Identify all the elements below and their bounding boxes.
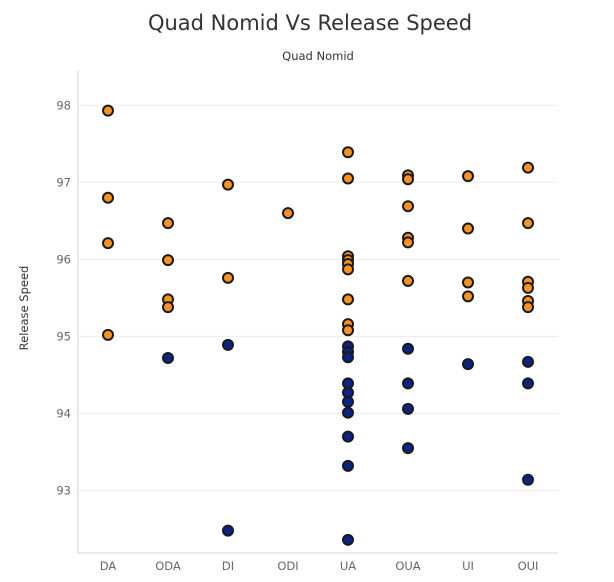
orange-data-point: [102, 104, 114, 117]
navy-data-point: [522, 377, 534, 390]
y-tick-labels: 93 94 95 96 97 98: [56, 98, 71, 497]
y-axis-label: Release Speed: [17, 266, 31, 351]
orange-data-point: [522, 161, 534, 174]
chart-title: Quad Nomid Vs Release Speed: [148, 11, 472, 35]
orange-data-point: [522, 301, 534, 314]
x-tick-label: OUI: [518, 559, 539, 573]
navy-data-point: [342, 533, 354, 546]
orange-data-point: [222, 271, 234, 284]
x-tick-label: DA: [100, 559, 117, 573]
orange-data-point: [162, 254, 174, 267]
navy-data-point: [522, 355, 534, 368]
x-tick-label: OUA: [395, 559, 420, 573]
y-tick-label: 98: [56, 98, 71, 112]
orange-data-point: [342, 263, 354, 276]
navy-data-point: [342, 459, 354, 472]
navy-data-point: [402, 442, 414, 455]
orange-data-point: [462, 222, 474, 235]
navy-data-point: [462, 358, 474, 371]
y-tick-label: 96: [56, 252, 71, 266]
x-tick-label: DI: [222, 559, 234, 573]
x-tick-label: UA: [340, 559, 356, 573]
orange-data-point: [462, 290, 474, 303]
orange-data-point: [162, 217, 174, 230]
orange-data-point: [342, 146, 354, 159]
y-tick-label: 94: [56, 406, 71, 420]
orange-data-point: [402, 200, 414, 213]
orange-data-point: [282, 207, 294, 220]
navy-data-point: [522, 473, 534, 486]
orange-data-point: [102, 191, 114, 204]
navy-data-point: [402, 377, 414, 390]
x-tick-labels: DA ODA DI ODI UA OUA UI OUI: [100, 559, 539, 573]
y-tick-label: 95: [56, 329, 71, 343]
navy-data-point: [402, 342, 414, 355]
grid-lines: [77, 70, 558, 554]
orange-data-point: [102, 328, 114, 341]
navy-data-point: [222, 524, 234, 537]
orange-data-point: [402, 236, 414, 249]
orange-data-point: [522, 281, 534, 294]
orange-data-point: [402, 274, 414, 287]
navy-data-point: [222, 338, 234, 351]
orange-data-point: [462, 276, 474, 289]
navy-data-point: [342, 430, 354, 443]
x-tick-label: ODI: [277, 559, 298, 573]
navy-data-point: [402, 402, 414, 415]
orange-data-point: [342, 172, 354, 185]
navy-data-point: [162, 351, 174, 364]
navy-data-point: [342, 406, 354, 419]
navy-data-point: [342, 351, 354, 364]
x-tick-label: UI: [462, 559, 474, 573]
orange-data-point: [342, 293, 354, 306]
orange-data-point: [402, 173, 414, 186]
y-tick-label: 93: [56, 484, 71, 498]
orange-data-point: [462, 170, 474, 183]
x-axis-header: Quad Nomid: [282, 49, 354, 63]
orange-data-point: [222, 178, 234, 191]
orange-data-point: [342, 324, 354, 337]
navy-data-point: [342, 395, 354, 408]
data-points: [102, 104, 534, 546]
x-tick-label: ODA: [155, 559, 181, 573]
orange-data-point: [162, 301, 174, 314]
orange-data-point: [102, 237, 114, 250]
y-tick-label: 97: [56, 175, 71, 189]
orange-data-point: [522, 217, 534, 230]
